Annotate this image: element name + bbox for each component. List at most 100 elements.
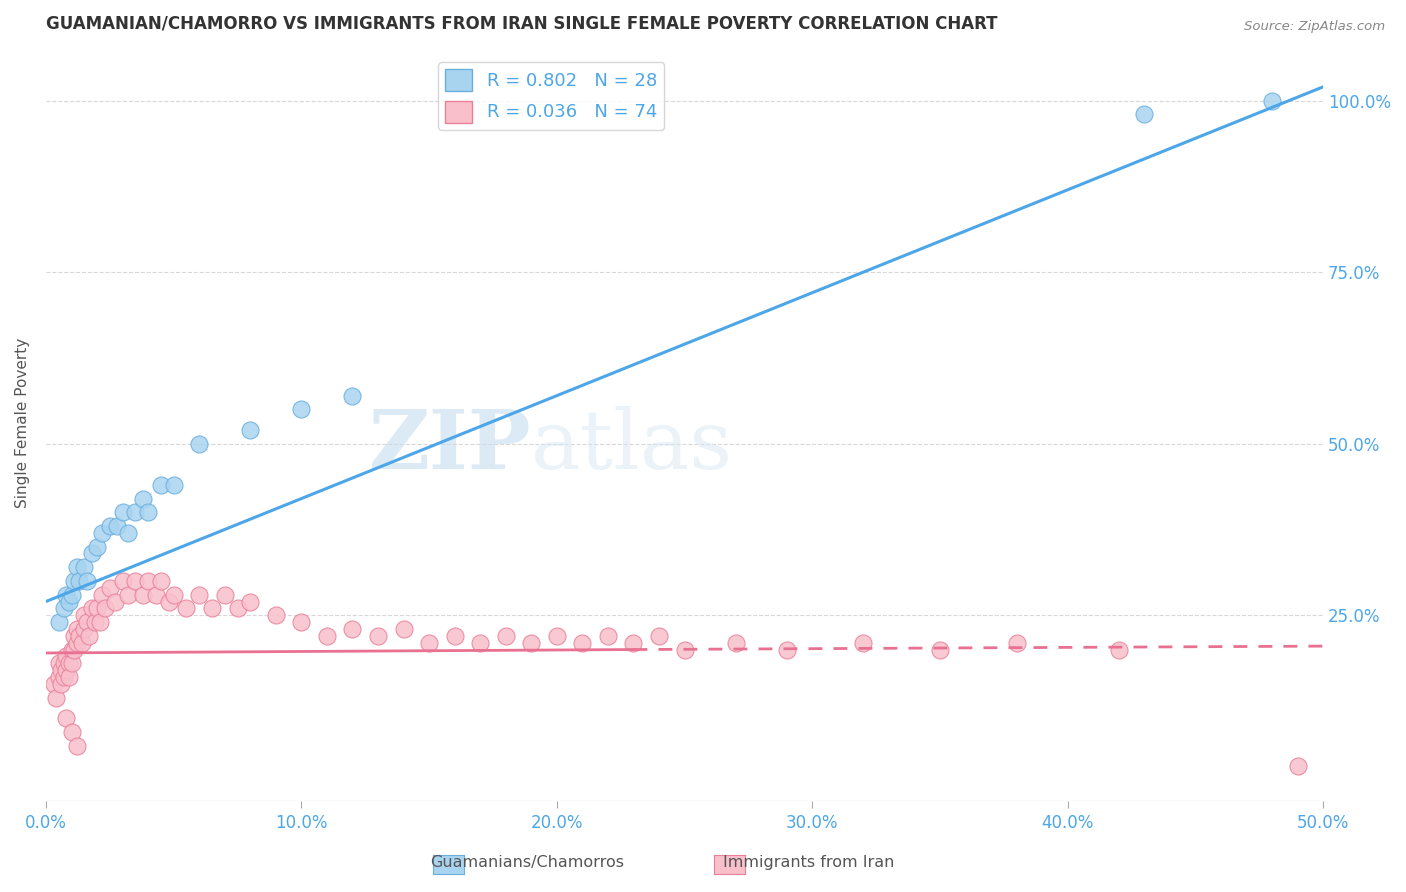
Point [42,677,65,691]
Text: atlas: atlas [531,406,734,486]
Text: Guamanians/Chamorros: Guamanians/Chamorros [430,855,624,870]
Point [67,629,90,643]
Point [65,560,87,574]
Point [58,670,80,684]
Point [98,519,121,533]
Point [852,635,875,649]
Point [136,505,159,519]
Point [1286,759,1309,773]
Point [163,588,186,602]
Point [145,588,167,602]
Point [418,635,440,649]
Point [67,574,90,588]
Point [107,519,129,533]
Point [546,629,568,643]
Point [724,635,747,649]
Point [86,601,108,615]
Point [51,663,73,677]
Point [55,711,77,725]
Point [117,588,139,602]
Point [63,629,86,643]
Point [63,642,86,657]
Point [342,622,364,636]
Point [673,642,696,657]
Point [132,491,155,506]
Point [45,690,67,705]
Point [117,525,139,540]
Point [91,525,114,540]
Point [111,505,134,519]
Point [98,581,121,595]
Point [48,670,70,684]
Point [52,601,75,615]
Point [60,588,83,602]
Point [188,436,211,450]
Point [124,505,146,519]
Point [60,642,83,657]
Point [83,615,105,629]
Point [63,574,86,588]
Point [70,635,93,649]
Point [89,615,111,629]
Point [226,601,249,615]
Point [214,588,236,602]
Point [111,574,134,588]
Point [188,588,211,602]
Point [132,588,155,602]
Point [623,635,645,649]
Point [1005,635,1028,649]
Point [65,622,87,636]
Text: GUAMANIAN/CHAMORRO VS IMMIGRANTS FROM IRAN SINGLE FEMALE POVERTY CORRELATION CHA: GUAMANIAN/CHAMORRO VS IMMIGRANTS FROM IR… [46,15,997,33]
Point [76,574,98,588]
Point [55,663,77,677]
Point [65,635,87,649]
Point [52,657,75,671]
Point [316,629,339,643]
Point [149,478,172,492]
Point [1133,107,1156,121]
Y-axis label: Single Female Poverty: Single Female Poverty [15,338,30,508]
Point [776,642,799,657]
Point [290,402,312,417]
Point [65,739,87,753]
Point [176,601,198,615]
Point [1108,642,1130,657]
Legend: R = 0.802   N = 28, R = 0.036   N = 74: R = 0.802 N = 28, R = 0.036 N = 74 [439,62,665,129]
Point [929,642,952,657]
Point [239,423,262,437]
Point [73,622,96,636]
Point [470,635,492,649]
Point [51,677,73,691]
Point [239,594,262,608]
Point [79,629,101,643]
Point [73,560,96,574]
Point [596,629,619,643]
Point [367,629,389,643]
Point [48,615,70,629]
Point [55,649,77,664]
Text: Source: ZipAtlas.com: Source: ZipAtlas.com [1244,20,1385,33]
Point [149,574,172,588]
Point [58,657,80,671]
Point [104,594,127,608]
Point [443,629,465,643]
Point [163,478,186,492]
Point [520,635,543,649]
Point [571,635,593,649]
Point [80,546,103,560]
Point [55,588,77,602]
Point [52,670,75,684]
Point [76,615,98,629]
Point [290,615,312,629]
Point [495,629,517,643]
Point [48,657,70,671]
Point [60,725,83,739]
Point [342,389,364,403]
Point [91,588,114,602]
Point [73,608,96,623]
Point [60,657,83,671]
Point [93,601,115,615]
Point [136,574,159,588]
Point [264,608,287,623]
Point [124,574,146,588]
